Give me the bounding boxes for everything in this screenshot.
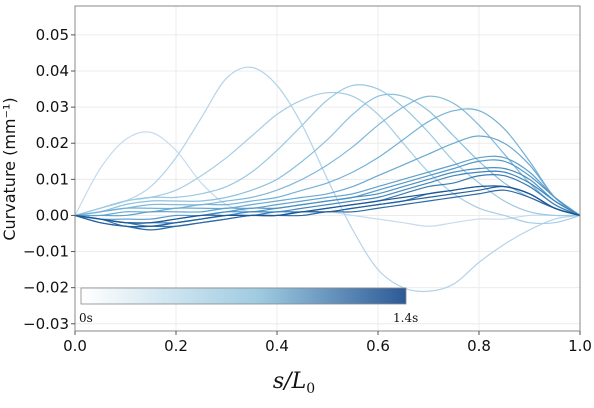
series-line-17 bbox=[75, 185, 580, 224]
x-tick-label: 0.6 bbox=[366, 337, 390, 355]
x-axis-label: s/L0 bbox=[273, 369, 315, 397]
plot-frame bbox=[74, 5, 581, 332]
series-line-16 bbox=[75, 185, 580, 228]
series-line-12 bbox=[75, 170, 580, 224]
series-line-5 bbox=[75, 93, 580, 217]
x-tick-label: 0.4 bbox=[265, 337, 289, 355]
y-tick-label: 0.03 bbox=[36, 98, 69, 116]
series-line-8 bbox=[75, 135, 580, 217]
series-line-9 bbox=[75, 155, 580, 217]
x-tick-label: 0.8 bbox=[467, 337, 491, 355]
series-layer bbox=[75, 66, 580, 293]
series-line-4 bbox=[75, 84, 580, 217]
colorbar-label-min: 0s bbox=[79, 311, 93, 325]
y-tick-label: −0.03 bbox=[23, 315, 69, 333]
x-tick-label: 1.0 bbox=[568, 337, 592, 355]
y-tick-label: 0.04 bbox=[36, 62, 69, 80]
y-axis-label: Curvature (mm⁻¹) bbox=[0, 97, 19, 240]
y-axis: −0.03 −0.02 −0.01 0.00 0.01 0.02 0.03 0.04 0.05 bbox=[23, 26, 75, 333]
x-axis-label-subscript: 0 bbox=[306, 381, 315, 397]
y-tick-label: 0.05 bbox=[36, 26, 69, 44]
colorbar-label-max: 1.4s bbox=[393, 311, 418, 325]
plot-background bbox=[75, 6, 580, 331]
y-tick-label: −0.02 bbox=[23, 279, 69, 297]
colorbar-gradient bbox=[80, 287, 407, 305]
y-tick-label: 0.02 bbox=[36, 134, 69, 152]
series-line-6 bbox=[75, 95, 580, 217]
x-tick-label: 0.2 bbox=[164, 337, 188, 355]
x-axis-label-main: s/L bbox=[273, 369, 306, 394]
colorbar: 0s 1.4s bbox=[79, 287, 418, 325]
series-line-2 bbox=[75, 66, 580, 293]
y-tick-label: 0.00 bbox=[36, 206, 69, 224]
x-tick-label: 0.0 bbox=[63, 337, 87, 355]
y-tick-label: 0.01 bbox=[36, 170, 69, 188]
series-line-3 bbox=[75, 91, 580, 225]
x-axis: 0.0 0.2 0.4 0.6 0.8 1.0 bbox=[63, 331, 592, 355]
series-line-7 bbox=[75, 108, 580, 217]
y-tick-label: −0.01 bbox=[23, 243, 69, 261]
